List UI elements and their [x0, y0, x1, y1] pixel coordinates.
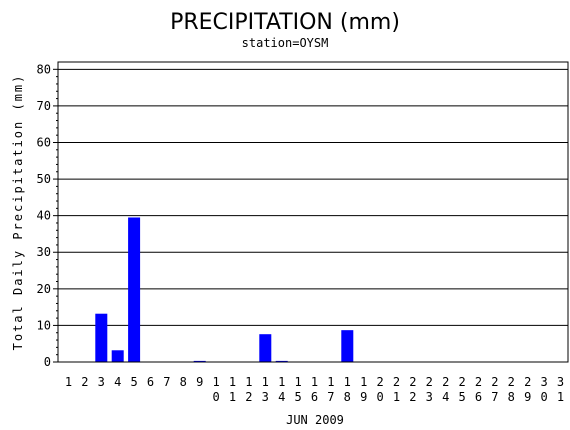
x-tick-label: 4	[442, 390, 449, 404]
x-tick-label: 1	[65, 375, 72, 389]
bar	[95, 313, 108, 362]
x-tick-label: 2	[524, 375, 531, 389]
x-tick-label: 6	[475, 390, 482, 404]
x-tick-label: 3	[426, 390, 433, 404]
y-axis: 0 10 20 30 40 50 60 70 80	[37, 62, 58, 369]
x-tick-label: 2	[442, 375, 449, 389]
x-tick-label: 2	[475, 375, 482, 389]
y-tick-label: 60	[37, 135, 51, 149]
x-tick-label: 1	[327, 375, 334, 389]
x-tick-label: 0	[540, 390, 547, 404]
y-tick-label: 30	[37, 245, 51, 259]
x-tick-label: 1	[294, 375, 301, 389]
x-tick-label: 2	[81, 375, 88, 389]
x-tick-label: 2	[409, 390, 416, 404]
x-tick-label: 4	[114, 375, 121, 389]
y-tick-label: 50	[37, 172, 51, 186]
x-tick-label: 5	[458, 390, 465, 404]
x-tick-label: 6	[311, 390, 318, 404]
x-tick-label: 1	[262, 375, 269, 389]
x-tick-label: 0	[376, 390, 383, 404]
bars	[95, 217, 354, 362]
bar	[259, 334, 272, 362]
x-tick-label: 2	[458, 375, 465, 389]
x-tick-label: 8	[508, 390, 515, 404]
x-tick-label: 3	[98, 375, 105, 389]
x-tick-label: 0	[212, 390, 219, 404]
x-tick-label: 2	[409, 375, 416, 389]
x-tick-label: 3	[262, 390, 269, 404]
x-tick-label: 1	[278, 375, 285, 389]
chart-subtitle: station=OYSM	[242, 36, 329, 50]
x-tick-label: 7	[327, 390, 334, 404]
gridlines	[58, 68, 568, 326]
x-tick-label: 1	[229, 390, 236, 404]
y-tick-label: 10	[37, 318, 51, 332]
x-tick-label: 7	[491, 390, 498, 404]
x-axis: 1 2 3 4 5 6 7 8 9 1011121314151617181920212223242…	[65, 375, 564, 404]
x-tick-label: 2	[508, 375, 515, 389]
x-tick-label: 1	[311, 375, 318, 389]
bar	[128, 217, 141, 362]
x-tick-label: 2	[491, 375, 498, 389]
x-tick-label: 2	[245, 390, 252, 404]
x-tick-label: 9	[524, 390, 531, 404]
x-tick-label: 7	[163, 375, 170, 389]
bar	[193, 360, 206, 362]
bar	[111, 350, 124, 362]
x-axis-label: JUN 2009	[286, 413, 344, 427]
x-tick-label: 2	[426, 375, 433, 389]
x-tick-label: 3	[557, 375, 564, 389]
x-tick-label: 1	[212, 375, 219, 389]
x-tick-label: 5	[130, 375, 137, 389]
x-tick-label: 2	[393, 375, 400, 389]
x-tick-label: 1	[360, 375, 367, 389]
y-tick-label: 70	[37, 99, 51, 113]
chart-title: PRECIPITATION (mm)	[170, 10, 400, 35]
x-tick-label: 8	[180, 375, 187, 389]
x-tick-label: 8	[344, 390, 351, 404]
x-tick-label: 1	[344, 375, 351, 389]
y-tick-label: 20	[37, 282, 51, 296]
x-tick-label: 9	[196, 375, 203, 389]
y-axis-label: Total Daily Precipitation (mm)	[11, 74, 25, 351]
x-tick-label: 3	[540, 375, 547, 389]
x-tick-label: 1	[557, 390, 564, 404]
bar	[341, 330, 354, 362]
x-tick-label: 1	[393, 390, 400, 404]
y-tick-label: 80	[37, 62, 51, 76]
x-tick-label: 6	[147, 375, 154, 389]
x-tick-label: 5	[294, 390, 301, 404]
x-tick-label: 2	[376, 375, 383, 389]
bar	[275, 360, 288, 362]
x-tick-label: 9	[360, 390, 367, 404]
plot-frame	[57, 61, 569, 363]
x-tick-label: 4	[278, 390, 285, 404]
x-tick-label: 1	[229, 375, 236, 389]
x-tick-label: 1	[245, 375, 252, 389]
y-tick-label: 40	[37, 209, 51, 223]
y-tick-label: 0	[44, 355, 51, 369]
